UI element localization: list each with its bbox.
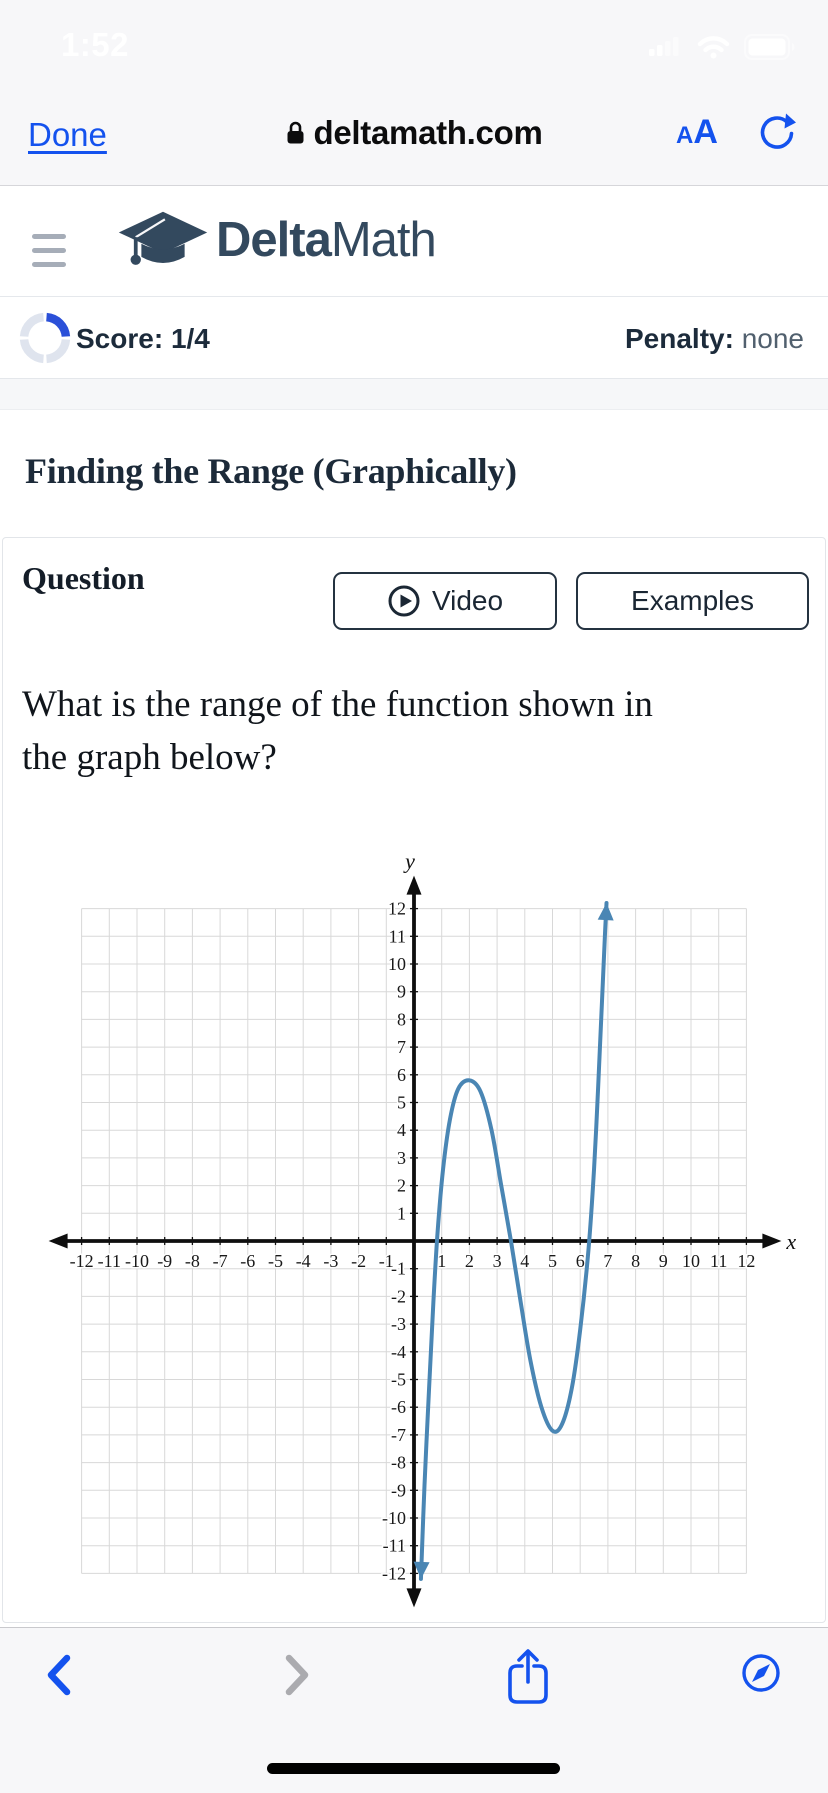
svg-text:-7: -7 bbox=[213, 1251, 228, 1271]
progress-donut bbox=[19, 312, 71, 364]
svg-text:-6: -6 bbox=[391, 1397, 406, 1417]
svg-text:-3: -3 bbox=[391, 1314, 406, 1334]
question-card: Question Video Examples What is the rang… bbox=[2, 537, 826, 1623]
deltamath-logo[interactable]: DeltaMath bbox=[116, 208, 437, 272]
compass-icon[interactable] bbox=[740, 1652, 782, 1694]
svg-text:3: 3 bbox=[397, 1148, 406, 1168]
svg-text:2: 2 bbox=[397, 1176, 406, 1196]
svg-text:-10: -10 bbox=[125, 1251, 149, 1271]
text-size-icon[interactable]: AA bbox=[676, 113, 718, 151]
svg-text:-4: -4 bbox=[296, 1251, 311, 1271]
graduation-cap-icon bbox=[118, 211, 208, 265]
svg-text:9: 9 bbox=[659, 1251, 668, 1271]
svg-text:8: 8 bbox=[397, 1009, 406, 1029]
function-graph: -12 -11 -10 -9 -8 -7 -6 -5 -4 -3 -2 -1 1 2 3 4 5 6 7 8 9 10 11… bbox=[3, 838, 825, 1620]
svg-text:-6: -6 bbox=[240, 1251, 255, 1271]
svg-text:3: 3 bbox=[493, 1251, 502, 1271]
svg-text:-4: -4 bbox=[391, 1342, 406, 1362]
forward-icon[interactable] bbox=[284, 1654, 310, 1696]
examples-button[interactable]: Examples bbox=[576, 572, 809, 630]
penalty-label: Penalty: none bbox=[624, 323, 804, 354]
svg-text:-9: -9 bbox=[391, 1480, 406, 1500]
page-title: Finding the Range (Graphically) bbox=[25, 451, 517, 491]
question-heading: Question bbox=[22, 560, 145, 596]
status-time: 1:52 bbox=[60, 26, 130, 63]
svg-text:6: 6 bbox=[397, 1065, 406, 1085]
svg-text:-5: -5 bbox=[268, 1251, 283, 1271]
svg-text:12: 12 bbox=[737, 1251, 755, 1271]
svg-text:-5: -5 bbox=[391, 1370, 406, 1390]
svg-text:5: 5 bbox=[548, 1251, 557, 1271]
svg-text:-2: -2 bbox=[391, 1286, 406, 1306]
done-button[interactable]: Done bbox=[28, 116, 107, 153]
svg-text:-8: -8 bbox=[185, 1251, 200, 1271]
score-bar: Score: 1/4 Penalty: none bbox=[0, 297, 828, 379]
svg-text:y: y bbox=[403, 849, 415, 874]
safari-top-bar: 1:52 Done deltamath.com AA bbox=[0, 0, 828, 186]
video-button[interactable]: Video bbox=[333, 572, 557, 630]
svg-text:-1: -1 bbox=[391, 1259, 406, 1279]
brand-name: DeltaMath bbox=[216, 213, 437, 267]
battery-icon bbox=[744, 34, 795, 60]
share-icon[interactable] bbox=[505, 1648, 551, 1706]
svg-text:-1: -1 bbox=[379, 1251, 394, 1271]
svg-text:-11: -11 bbox=[383, 1536, 406, 1556]
question-text-line2: the graph below? bbox=[22, 737, 277, 778]
url-text: deltamath.com bbox=[313, 114, 543, 151]
signal-icon bbox=[649, 36, 679, 56]
svg-text:4: 4 bbox=[520, 1251, 529, 1271]
svg-text:7: 7 bbox=[397, 1037, 406, 1057]
svg-text:12: 12 bbox=[388, 899, 406, 919]
svg-text:-11: -11 bbox=[98, 1251, 121, 1271]
svg-text:1: 1 bbox=[397, 1203, 406, 1223]
section-divider-band bbox=[0, 379, 828, 410]
question-text-line1: What is the range of the function shown … bbox=[22, 684, 653, 725]
wifi-icon bbox=[697, 36, 730, 59]
svg-text:6: 6 bbox=[576, 1251, 585, 1271]
home-indicator[interactable] bbox=[267, 1763, 560, 1774]
svg-text:-8: -8 bbox=[391, 1453, 406, 1473]
svg-text:-2: -2 bbox=[351, 1251, 366, 1271]
svg-text:2: 2 bbox=[465, 1251, 474, 1271]
svg-text:x: x bbox=[785, 1229, 796, 1254]
lock-icon bbox=[287, 121, 303, 144]
address-field[interactable]: deltamath.com bbox=[0, 114, 828, 152]
svg-text:9: 9 bbox=[397, 982, 406, 1002]
svg-text:4: 4 bbox=[397, 1120, 406, 1140]
svg-text:-3: -3 bbox=[323, 1251, 338, 1271]
svg-text:7: 7 bbox=[603, 1251, 612, 1271]
svg-text:11: 11 bbox=[389, 926, 406, 946]
svg-text:8: 8 bbox=[631, 1251, 640, 1271]
deltamath-header: DeltaMath bbox=[0, 186, 828, 297]
svg-text:-12: -12 bbox=[382, 1563, 406, 1583]
svg-text:-9: -9 bbox=[157, 1251, 172, 1271]
back-icon[interactable] bbox=[46, 1654, 72, 1696]
svg-text:1: 1 bbox=[437, 1251, 446, 1271]
svg-text:-12: -12 bbox=[70, 1251, 94, 1271]
svg-text:11: 11 bbox=[710, 1251, 727, 1271]
play-circle-icon bbox=[388, 585, 420, 617]
menu-icon[interactable] bbox=[32, 234, 66, 267]
svg-text:-7: -7 bbox=[391, 1425, 406, 1445]
score-label: Score: 1/4 bbox=[76, 323, 210, 354]
svg-text:10: 10 bbox=[682, 1251, 700, 1271]
svg-text:-10: -10 bbox=[382, 1508, 406, 1528]
svg-text:10: 10 bbox=[388, 954, 406, 974]
svg-text:5: 5 bbox=[397, 1093, 406, 1113]
refresh-icon[interactable] bbox=[756, 112, 798, 158]
